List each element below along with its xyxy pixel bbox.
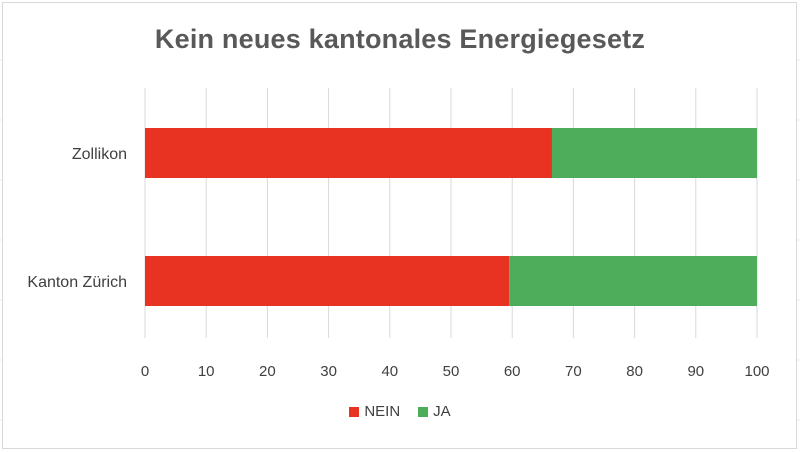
- x-tick-label: 60: [504, 363, 521, 380]
- x-tick-label: 100: [744, 363, 769, 380]
- legend-swatch: [349, 406, 360, 417]
- category-label: Zollikon: [72, 146, 127, 163]
- legend-label: JA: [433, 403, 451, 420]
- bar-nein-1: [145, 256, 510, 306]
- x-tick-label: 0: [141, 363, 149, 380]
- legend-item-nein: NEIN: [349, 403, 400, 420]
- legend-item-ja: JA: [418, 403, 451, 420]
- x-tick-label: 20: [259, 363, 276, 380]
- chart-legend: NEIN JA: [0, 403, 800, 420]
- x-tick-label: 10: [198, 363, 215, 380]
- x-tick-label: 90: [687, 363, 704, 380]
- chart-title: Kein neues kantonales Energiegesetz: [154, 24, 646, 54]
- category-label: Kanton Zürich: [27, 274, 127, 291]
- x-tick-label: 40: [381, 363, 398, 380]
- bar-nein-0: [145, 128, 552, 178]
- x-tick-label: 50: [443, 363, 460, 380]
- bar-ja-1: [509, 256, 757, 306]
- x-tick-label: 30: [320, 363, 337, 380]
- x-tick-label: 70: [565, 363, 582, 380]
- legend-label: NEIN: [364, 403, 401, 420]
- legend-swatch: [418, 406, 429, 417]
- bar-ja-0: [551, 128, 757, 178]
- x-tick-label: 80: [626, 363, 643, 380]
